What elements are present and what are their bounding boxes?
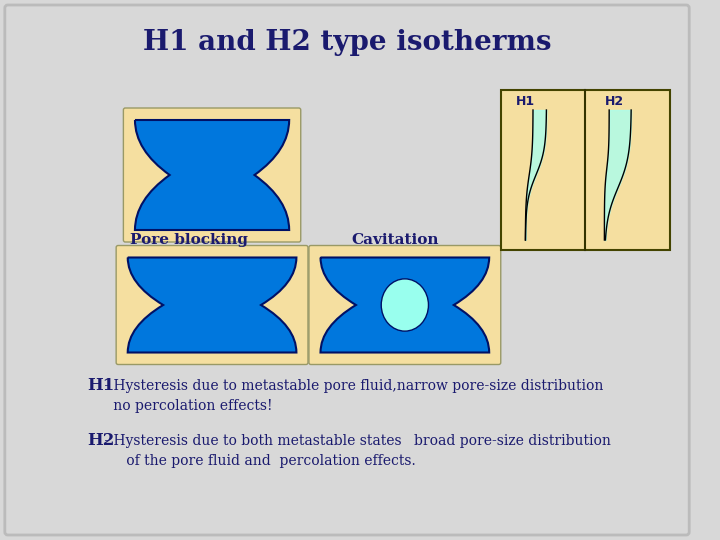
Text: broad pore-size distribution: broad pore-size distribution: [415, 434, 611, 448]
FancyBboxPatch shape: [309, 246, 500, 364]
PathPatch shape: [135, 120, 289, 230]
Text: H2: H2: [604, 95, 624, 108]
Text: H1 and H2 type isotherms: H1 and H2 type isotherms: [143, 29, 552, 56]
Text: H1: H1: [86, 377, 114, 394]
Text: of the pore fluid and  percolation effects.: of the pore fluid and percolation effect…: [100, 454, 416, 468]
PathPatch shape: [127, 258, 297, 353]
PathPatch shape: [320, 258, 489, 353]
Text: H1: H1: [516, 95, 535, 108]
Text: - Hysteresis due to metastable pore fluid,narrow pore-size distribution: - Hysteresis due to metastable pore flui…: [100, 379, 603, 393]
Text: H2: H2: [86, 432, 114, 449]
FancyBboxPatch shape: [501, 90, 670, 250]
Text: no percolation effects!: no percolation effects!: [86, 399, 272, 413]
Text: Pore blocking: Pore blocking: [130, 233, 248, 247]
Text: Cavitation: Cavitation: [352, 233, 439, 247]
Ellipse shape: [381, 279, 428, 331]
FancyBboxPatch shape: [116, 246, 308, 364]
Text: - Hysteresis due to both metastable states: - Hysteresis due to both metastable stat…: [100, 434, 402, 448]
FancyBboxPatch shape: [123, 108, 301, 242]
